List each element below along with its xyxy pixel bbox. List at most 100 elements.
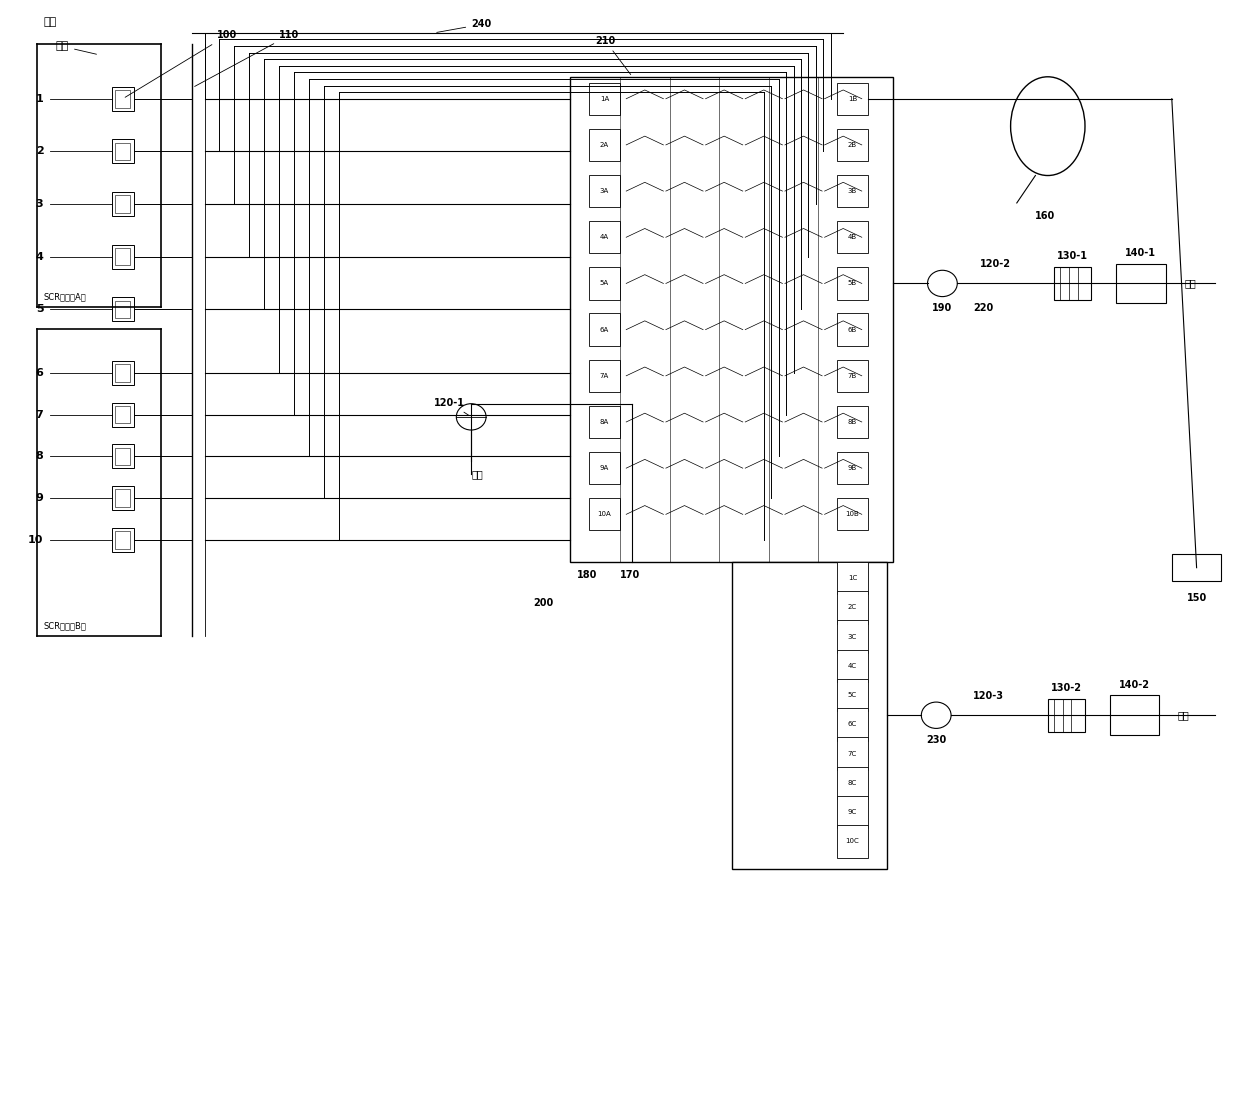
Bar: [732, 562, 887, 869]
Text: 9C: 9C: [848, 810, 857, 815]
Bar: [589, 222, 620, 253]
Text: 8B: 8B: [848, 419, 857, 425]
Text: 10A: 10A: [598, 511, 611, 518]
Bar: [589, 360, 620, 392]
Bar: [589, 314, 620, 346]
Text: 4B: 4B: [848, 235, 857, 240]
Text: 4C: 4C: [848, 663, 857, 669]
Bar: [115, 195, 130, 213]
Text: 6A: 6A: [600, 327, 609, 332]
Text: 110: 110: [195, 31, 299, 87]
Bar: [112, 486, 134, 510]
Ellipse shape: [1011, 77, 1085, 176]
Bar: [112, 444, 134, 468]
Bar: [837, 174, 868, 207]
Text: 180: 180: [577, 570, 596, 580]
Text: SCR反应室B侧: SCR反应室B侧: [43, 622, 87, 631]
Bar: [837, 128, 868, 161]
Text: 160: 160: [1035, 212, 1055, 222]
Bar: [589, 406, 620, 438]
Bar: [112, 245, 134, 269]
Text: 火气: 火气: [1178, 710, 1189, 721]
Bar: [837, 498, 868, 531]
Text: 5: 5: [36, 304, 43, 315]
Text: 130-2: 130-2: [1052, 683, 1081, 693]
Text: 140-2: 140-2: [1120, 680, 1151, 690]
Bar: [837, 222, 868, 253]
Bar: [1116, 263, 1166, 303]
Bar: [115, 143, 130, 160]
Text: 2: 2: [36, 146, 43, 157]
Text: 3C: 3C: [848, 634, 857, 640]
Text: 1B: 1B: [848, 95, 857, 102]
Bar: [837, 562, 868, 595]
Bar: [115, 489, 130, 507]
Bar: [115, 364, 130, 382]
Bar: [837, 767, 868, 799]
Bar: [112, 528, 134, 552]
Text: 200: 200: [533, 598, 553, 608]
Text: 7: 7: [36, 409, 43, 420]
Bar: [589, 268, 620, 299]
Text: 烟道: 烟道: [43, 18, 57, 27]
Text: 10C: 10C: [846, 838, 859, 845]
Text: 7B: 7B: [848, 373, 857, 378]
Bar: [115, 301, 130, 318]
Text: 210: 210: [595, 36, 631, 75]
Text: 120-2: 120-2: [980, 259, 1011, 269]
Text: 烟道: 烟道: [56, 42, 97, 54]
Text: 120-1: 120-1: [434, 398, 469, 416]
Bar: [112, 403, 134, 427]
Bar: [115, 531, 130, 548]
Bar: [1048, 699, 1085, 732]
Text: 150: 150: [1187, 593, 1207, 603]
Bar: [115, 406, 130, 423]
Bar: [570, 77, 893, 562]
Text: 100: 100: [125, 31, 237, 98]
Text: 6B: 6B: [848, 327, 857, 332]
Text: 4: 4: [36, 251, 43, 262]
Text: 2C: 2C: [848, 604, 857, 610]
Bar: [112, 87, 134, 111]
Text: 3B: 3B: [848, 188, 857, 194]
Bar: [837, 314, 868, 346]
Text: 8C: 8C: [848, 780, 857, 785]
Text: 10: 10: [29, 534, 43, 545]
Bar: [837, 709, 868, 740]
Text: 140-1: 140-1: [1126, 248, 1156, 258]
Bar: [837, 82, 868, 115]
Text: 5A: 5A: [600, 281, 609, 286]
Text: 2B: 2B: [848, 142, 857, 148]
Bar: [837, 796, 868, 828]
Text: 6C: 6C: [848, 722, 857, 727]
Bar: [1054, 267, 1091, 299]
Bar: [589, 82, 620, 115]
Text: 1: 1: [36, 93, 43, 104]
Text: SCR反应室A侧: SCR反应室A侧: [43, 293, 86, 302]
Text: 5B: 5B: [848, 281, 857, 286]
Text: 3A: 3A: [600, 188, 609, 194]
Bar: [837, 825, 868, 858]
Bar: [589, 452, 620, 484]
Text: 火气: 火气: [471, 470, 484, 479]
Bar: [112, 361, 134, 385]
Text: 5C: 5C: [848, 692, 857, 698]
Text: 130-1: 130-1: [1056, 251, 1089, 261]
Text: 120-3: 120-3: [973, 691, 1004, 701]
Bar: [115, 448, 130, 465]
Bar: [1172, 554, 1221, 581]
Bar: [837, 649, 868, 682]
Bar: [837, 591, 868, 623]
Bar: [837, 406, 868, 438]
Bar: [837, 452, 868, 484]
Text: 3: 3: [36, 199, 43, 210]
Text: 10B: 10B: [846, 511, 859, 518]
Bar: [589, 128, 620, 161]
Text: 170: 170: [620, 570, 640, 580]
Bar: [837, 737, 868, 770]
Bar: [837, 268, 868, 299]
Text: 8: 8: [36, 451, 43, 462]
Text: 1A: 1A: [600, 95, 609, 102]
Text: 190: 190: [932, 303, 952, 313]
Bar: [837, 621, 868, 653]
